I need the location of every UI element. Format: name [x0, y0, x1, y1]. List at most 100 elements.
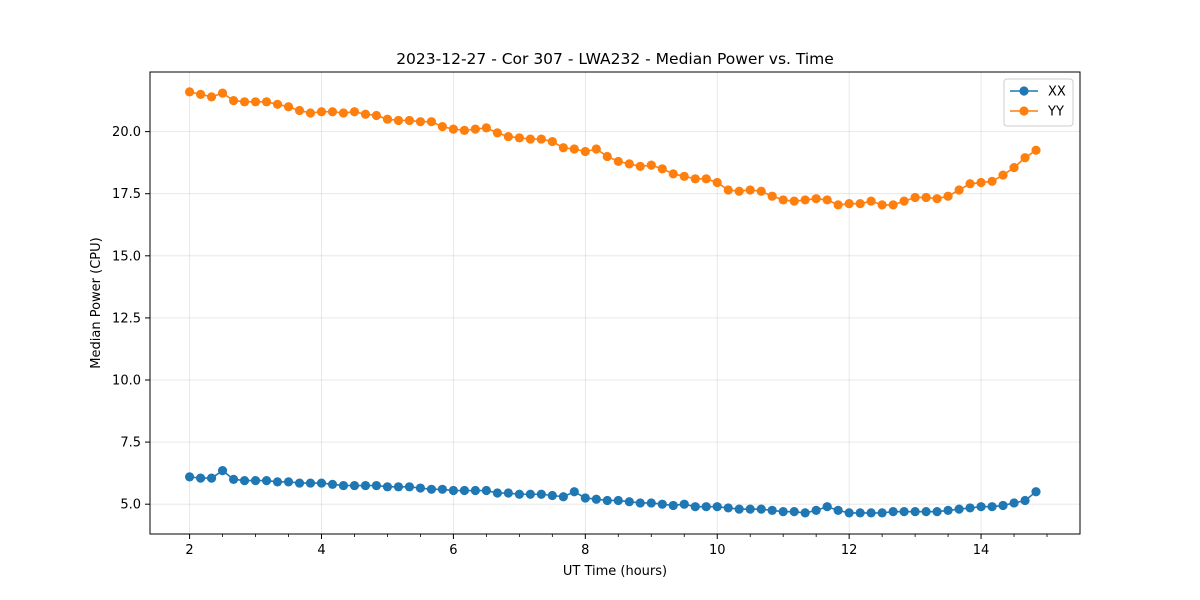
data-point-xx — [283, 477, 294, 487]
data-point-yy — [712, 177, 722, 188]
x-tick-label: 10 — [709, 543, 726, 558]
data-point-yy — [866, 196, 876, 206]
data-point-yy — [514, 133, 524, 143]
y-tick-label: 15.0 — [112, 249, 141, 264]
data-point-yy — [536, 134, 546, 144]
x-axis: 2 4 6 8 10 12 14 — [185, 534, 1048, 558]
grid — [150, 72, 1080, 534]
data-point-yy — [250, 97, 261, 107]
data-point-yy — [283, 102, 294, 112]
data-point-xx — [217, 466, 228, 476]
data-point-yy — [228, 95, 239, 106]
data-point-yy — [756, 186, 766, 196]
x-tick-label: 6 — [449, 543, 457, 558]
data-point-xx — [426, 484, 437, 494]
data-point-xx — [404, 482, 415, 492]
data-point-xx — [833, 505, 843, 515]
data-point-yy — [349, 107, 360, 117]
data-point-yy — [877, 200, 887, 210]
y-axis-label: Median Power (CPU) — [89, 237, 104, 368]
data-point-xx — [745, 504, 755, 514]
data-point-yy — [921, 192, 931, 203]
data-point-yy — [778, 195, 788, 205]
data-point-xx — [261, 476, 272, 486]
data-point-yy — [701, 174, 711, 184]
data-point-yy — [217, 88, 228, 98]
data-point-xx — [668, 500, 678, 511]
data-point-yy — [503, 131, 513, 142]
data-point-xx — [591, 494, 601, 504]
data-point-xx — [239, 476, 250, 486]
data-point-xx — [866, 508, 876, 518]
data-point-xx — [877, 508, 887, 518]
data-point-xx — [382, 482, 393, 492]
y-tick-label: 12.5 — [112, 311, 141, 326]
data-point-xx — [921, 507, 931, 517]
data-point-xx — [316, 478, 327, 488]
data-point-xx — [547, 490, 557, 501]
y-tick-label: 7.5 — [120, 436, 141, 451]
data-point-yy — [426, 117, 437, 127]
data-point-xx — [899, 507, 909, 517]
data-point-yy — [184, 87, 195, 97]
y-tick-label: 5.0 — [120, 498, 141, 513]
data-point-xx — [503, 488, 513, 498]
data-point-xx — [701, 502, 711, 512]
data-point-xx — [448, 485, 458, 496]
data-point-xx — [536, 489, 546, 499]
data-point-xx — [987, 502, 997, 512]
data-point-yy — [316, 107, 327, 117]
data-point-yy — [800, 195, 810, 205]
data-point-yy — [635, 161, 645, 171]
data-point-xx — [712, 502, 722, 512]
data-point-yy — [987, 176, 997, 186]
data-point-yy — [415, 117, 426, 127]
data-point-xx — [492, 488, 502, 498]
data-point-xx — [756, 504, 766, 514]
data-point-xx — [602, 495, 612, 506]
data-point-yy — [844, 199, 854, 209]
data-point-yy — [888, 200, 898, 210]
data-point-xx — [844, 508, 854, 518]
data-point-xx — [789, 507, 799, 517]
data-point-xx — [943, 505, 953, 515]
data-point-xx — [195, 473, 206, 483]
data-point-xx — [954, 504, 964, 514]
data-point-yy — [624, 159, 634, 169]
data-point-xx — [294, 478, 305, 488]
data-point-xx — [371, 480, 382, 491]
plot-frame — [149, 71, 1081, 535]
data-point-yy — [646, 160, 656, 170]
data-point-xx — [338, 480, 349, 491]
data-point-yy — [1009, 163, 1019, 173]
data-point-yy — [580, 146, 590, 157]
x-axis-label: UT Time (hours) — [563, 564, 667, 579]
data-point-xx — [206, 473, 217, 483]
data-point-yy — [965, 179, 975, 189]
data-point-yy — [668, 169, 678, 179]
data-point-yy — [569, 144, 579, 154]
y-axis: 5.0 7.5 10.0 12.5 15.0 17.5 20.0 — [112, 125, 150, 513]
data-point-yy — [602, 151, 612, 162]
data-point-yy — [470, 124, 480, 134]
data-point-xx — [646, 498, 656, 508]
legend-label: XX — [1048, 85, 1066, 100]
data-point-xx — [481, 485, 491, 496]
data-point-yy — [558, 143, 568, 153]
legend-label: YY — [1047, 105, 1064, 120]
chart-title: 2023-12-27 - Cor 307 - LWA232 - Median P… — [396, 50, 834, 68]
legend-item-xx: XX — [1010, 85, 1066, 100]
data-point-xx — [272, 477, 283, 487]
data-point-yy — [206, 92, 217, 102]
data-point-xx — [360, 480, 371, 491]
data-point-yy — [195, 89, 206, 99]
data-point-yy — [811, 194, 821, 204]
data-point-xx — [624, 497, 634, 507]
data-point-yy — [976, 177, 986, 188]
data-point-yy — [1031, 145, 1041, 155]
data-point-yy — [591, 144, 601, 154]
data-point-xx — [305, 478, 316, 488]
data-point-xx — [437, 484, 447, 494]
data-point-yy — [261, 97, 272, 107]
data-point-xx — [415, 483, 426, 493]
